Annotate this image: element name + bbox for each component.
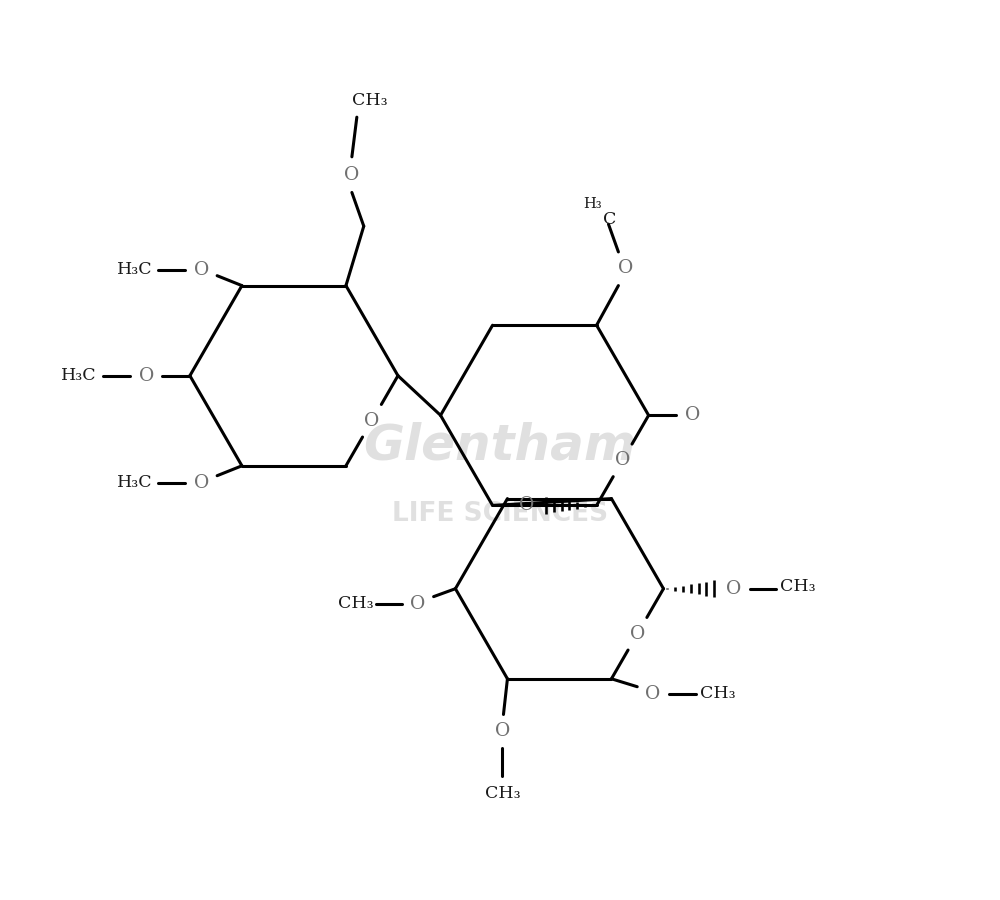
Text: C: C xyxy=(603,211,616,228)
Text: H₃C: H₃C xyxy=(61,367,97,384)
Text: Glentham: Glentham xyxy=(364,421,637,469)
Text: CH₃: CH₃ xyxy=(780,578,816,595)
Text: O: O xyxy=(615,452,630,470)
Text: O: O xyxy=(139,366,154,384)
Text: O: O xyxy=(630,625,645,643)
Text: H₃C: H₃C xyxy=(117,474,153,491)
Text: CH₃: CH₃ xyxy=(700,685,735,702)
Text: H₃C: H₃C xyxy=(117,261,153,278)
Text: O: O xyxy=(364,411,380,429)
Text: O: O xyxy=(344,166,360,184)
Text: O: O xyxy=(194,473,209,491)
Text: O: O xyxy=(194,261,209,279)
Text: O: O xyxy=(726,580,741,598)
Text: O: O xyxy=(495,723,510,741)
Text: CH₃: CH₃ xyxy=(352,92,388,109)
Text: O: O xyxy=(645,685,661,703)
Text: CH₃: CH₃ xyxy=(338,595,373,612)
Text: O: O xyxy=(410,595,425,613)
Text: O: O xyxy=(519,497,534,515)
Text: LIFE SCIENCES: LIFE SCIENCES xyxy=(392,501,608,527)
Text: CH₃: CH₃ xyxy=(485,785,520,802)
Text: O: O xyxy=(618,259,633,277)
Text: H₃: H₃ xyxy=(583,197,602,211)
Text: O: O xyxy=(685,406,700,424)
